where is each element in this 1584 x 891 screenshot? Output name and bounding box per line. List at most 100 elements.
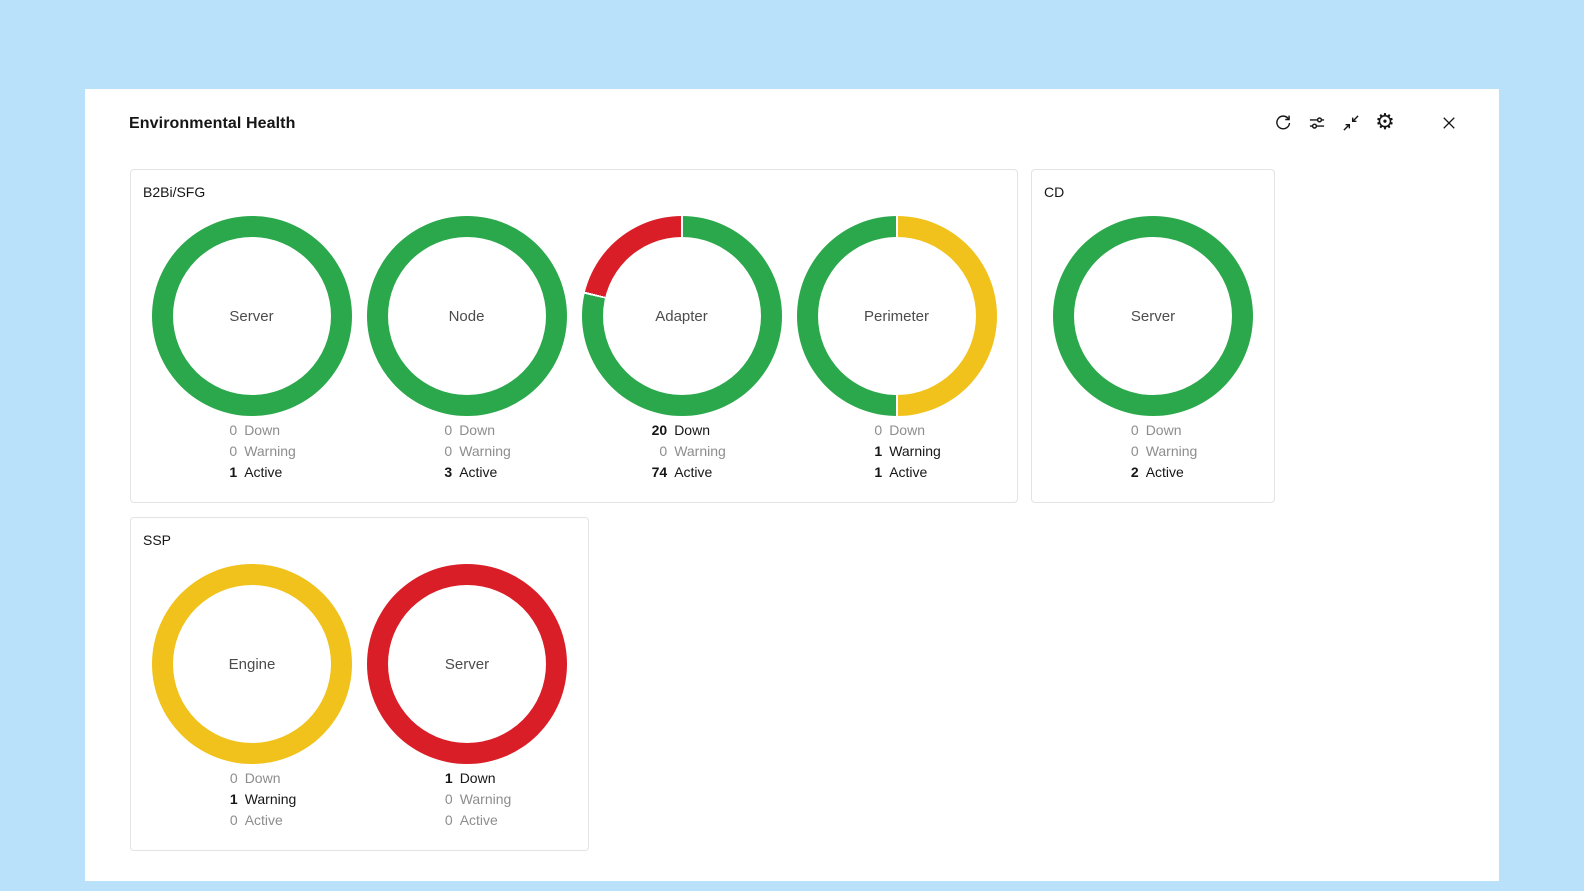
donut-label: Perimeter	[863, 307, 930, 325]
stat-down-count: 1	[444, 770, 453, 786]
card-title: B2Bi/SFG	[143, 184, 206, 200]
card-cd: CD Server 0 Down 0 Warning 2 Active	[1031, 169, 1275, 503]
filter-button[interactable]	[1305, 111, 1329, 135]
stat-warning-count: 1	[874, 443, 883, 459]
donut-label: Adapter	[655, 307, 708, 325]
stat-active-label: Active	[889, 464, 928, 480]
stat-active-label: Active	[1145, 464, 1184, 480]
donut-chart[interactable]: Engine	[152, 564, 352, 764]
stat-down-label: Down	[674, 422, 710, 438]
donut-stats: 1 Down 0 Warning 0 Active	[423, 768, 512, 831]
stat-active-count: 74	[651, 464, 668, 480]
health-donut[interactable]: Engine 0 Down 1 Warning 0 Active	[152, 564, 352, 831]
donut-stats: 0 Down 1 Warning 1 Active	[852, 420, 941, 483]
card-b2bi-sfg: B2Bi/SFG Server 0 Down 0 Warning 1 Active Nod…	[130, 169, 1018, 503]
close-icon	[1440, 114, 1458, 132]
stat-down-label: Down	[244, 770, 281, 786]
donut-hole: Node	[387, 237, 546, 395]
stat-down: 0 Down	[208, 768, 297, 789]
stat-warning-count: 1	[229, 791, 238, 807]
stat-warning-label: Warning	[244, 791, 297, 807]
donut-row: Server 0 Down 0 Warning 1 Active Node 0 Down 0 W…	[143, 216, 1005, 483]
stat-active: 3 Active	[422, 462, 511, 483]
donut-stats: 0 Down 0 Warning 2 Active	[1109, 420, 1198, 483]
stat-warning: 0 Warning	[423, 789, 512, 810]
donut-label: Server	[444, 655, 490, 673]
donut-chart[interactable]: Node	[366, 216, 567, 416]
health-donut[interactable]: Server 1 Down 0 Warning 0 Active	[367, 564, 567, 831]
collapse-button[interactable]	[1339, 111, 1363, 135]
stat-warning: 1 Warning	[852, 441, 941, 462]
stat-warning: 0 Warning	[637, 441, 726, 462]
stat-warning-label: Warning	[459, 443, 511, 459]
stat-down: 0 Down	[422, 420, 511, 441]
stat-warning-count: 0	[659, 443, 668, 459]
stat-active: 1 Active	[852, 462, 941, 483]
stat-active: 74 Active	[637, 462, 726, 483]
stat-down: 0 Down	[1109, 420, 1198, 441]
stat-down-label: Down	[889, 422, 925, 438]
donut-label: Server	[229, 307, 274, 325]
stat-warning-label: Warning	[244, 443, 296, 459]
stat-down-count: 0	[229, 770, 238, 786]
panel-header: Environmental Health	[85, 89, 1499, 159]
stat-down-count: 0	[874, 422, 883, 438]
donut-chart[interactable]: Server	[1053, 216, 1253, 416]
donut-stats: 0 Down 0 Warning 3 Active	[422, 420, 511, 483]
environmental-health-panel: Environmental Health	[85, 89, 1499, 881]
donut-chart[interactable]: Adapter	[581, 216, 782, 416]
donut-stats: 20 Down 0 Warning 74 Active	[637, 420, 726, 483]
refresh-button[interactable]	[1271, 111, 1295, 135]
donut-hole: Perimeter	[817, 237, 976, 395]
health-donut[interactable]: Adapter 20 Down 0 Warning 74 Active	[581, 216, 782, 483]
stat-down: 0 Down	[852, 420, 941, 441]
donut-row: Server 0 Down 0 Warning 2 Active	[1044, 216, 1262, 483]
donut-stats: 0 Down 1 Warning 0 Active	[208, 768, 297, 831]
stat-down-label: Down	[459, 422, 495, 438]
stat-warning-label: Warning	[1145, 443, 1198, 459]
stat-down-count: 0	[1130, 422, 1139, 438]
health-donut[interactable]: Server 0 Down 0 Warning 2 Active	[1053, 216, 1253, 483]
card-title: SSP	[143, 532, 172, 548]
gear-icon: ⚙	[1375, 110, 1395, 135]
stat-active-count: 1	[229, 464, 238, 480]
stat-active-count: 0	[444, 812, 453, 828]
stat-down: 0 Down	[207, 420, 296, 441]
stat-warning-label: Warning	[889, 443, 941, 459]
stat-active: 0 Active	[423, 810, 512, 831]
settings-button[interactable]: ⚙	[1373, 111, 1397, 135]
health-donut[interactable]: Perimeter 0 Down 1 Warning 1 Active	[796, 216, 997, 483]
refresh-icon	[1273, 113, 1293, 133]
stat-down: 1 Down	[423, 768, 512, 789]
stat-down-label: Down	[244, 422, 280, 438]
health-donut[interactable]: Node 0 Down 0 Warning 3 Active	[366, 216, 567, 483]
collapse-icon	[1341, 113, 1361, 133]
donut-chart[interactable]: Perimeter	[796, 216, 997, 416]
stat-active-label: Active	[244, 464, 283, 480]
stat-active-count: 2	[1130, 464, 1139, 480]
donut-chart[interactable]: Server	[367, 564, 567, 764]
stat-active: 2 Active	[1109, 462, 1198, 483]
card-title: CD	[1044, 184, 1065, 200]
donut-chart[interactable]: Server	[151, 216, 352, 416]
close-button[interactable]	[1437, 111, 1461, 135]
stat-warning-count: 0	[444, 791, 453, 807]
donut-label: Node	[448, 307, 485, 325]
stat-active: 0 Active	[208, 810, 297, 831]
stat-warning-count: 0	[229, 443, 238, 459]
stat-warning-label: Warning	[459, 791, 512, 807]
stat-warning-label: Warning	[674, 443, 726, 459]
stat-warning-count: 0	[444, 443, 453, 459]
donut-hole: Server	[172, 237, 331, 395]
stat-warning-count: 0	[1130, 443, 1139, 459]
stat-warning: 1 Warning	[208, 789, 297, 810]
stat-active-count: 3	[444, 464, 453, 480]
stat-active-label: Active	[244, 812, 283, 828]
health-donut[interactable]: Server 0 Down 0 Warning 1 Active	[151, 216, 352, 483]
stat-down-label: Down	[459, 770, 496, 786]
stat-active-label: Active	[459, 464, 498, 480]
card-ssp: SSP Engine 0 Down 1 Warning 0 Active Server 1…	[130, 517, 589, 851]
stat-warning: 0 Warning	[1109, 441, 1198, 462]
donut-hole: Engine	[173, 585, 331, 743]
stat-warning: 0 Warning	[422, 441, 511, 462]
